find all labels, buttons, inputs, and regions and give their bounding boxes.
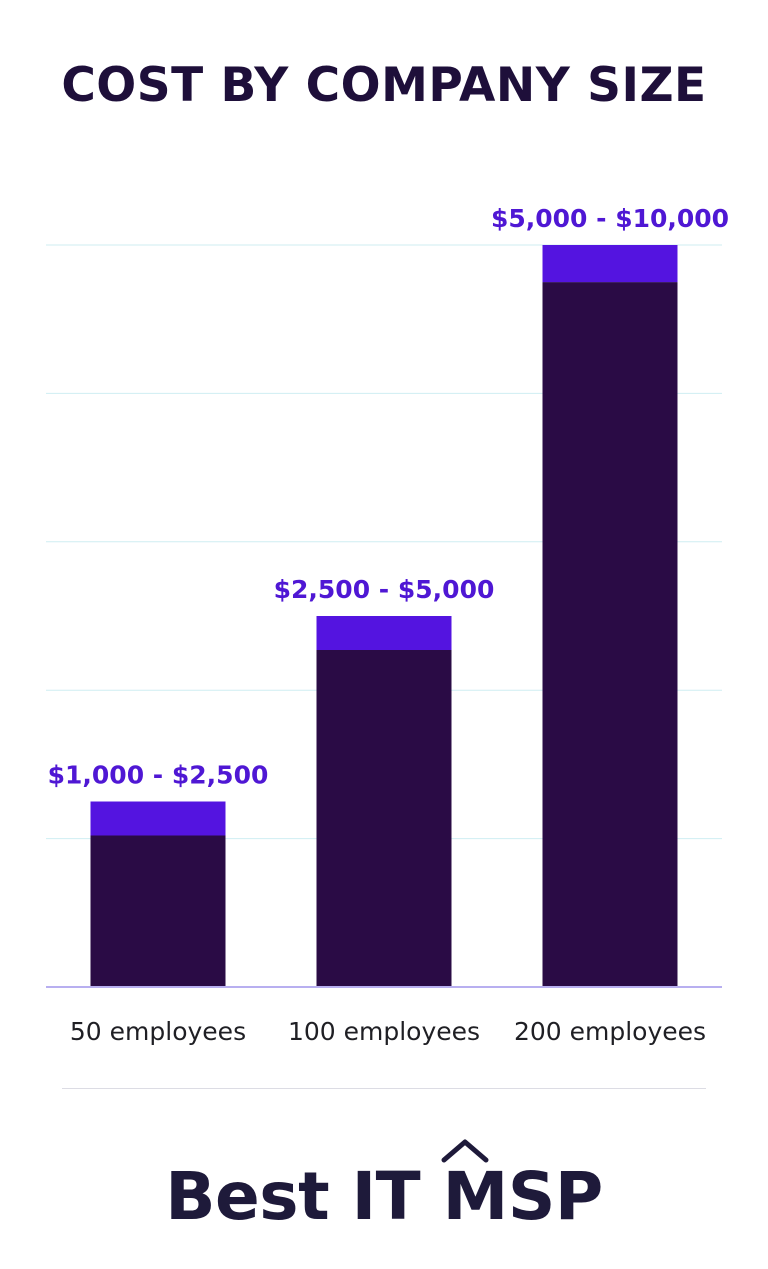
x-tick-label: 200 employees	[514, 1017, 706, 1046]
bar-segment-cap	[90, 801, 226, 836]
brand-name: Best IT MSP	[165, 1158, 603, 1235]
bar-segment-base	[316, 650, 452, 987]
caret-up-icon	[441, 1139, 489, 1163]
data-label: $1,000 - $2,500	[48, 761, 269, 790]
bar-segment-base	[542, 282, 678, 988]
x-tick-label: 50 employees	[70, 1017, 246, 1046]
data-label: $5,000 - $10,000	[491, 204, 729, 233]
bar-segment-cap	[316, 616, 452, 650]
data-label: $2,500 - $5,000	[274, 575, 495, 604]
bar-chart: $1,000 - $2,500 50 employees $2,500 - $5,0…	[46, 204, 729, 1046]
divider	[62, 1088, 706, 1089]
chart-title: COST BY COMPANY SIZE	[61, 58, 707, 113]
x-tick-label: 100 employees	[288, 1017, 480, 1046]
brand-logo: Best IT MSP	[0, 1130, 768, 1240]
bar-segment-cap	[542, 245, 678, 283]
bar-segment-base	[90, 835, 226, 987]
